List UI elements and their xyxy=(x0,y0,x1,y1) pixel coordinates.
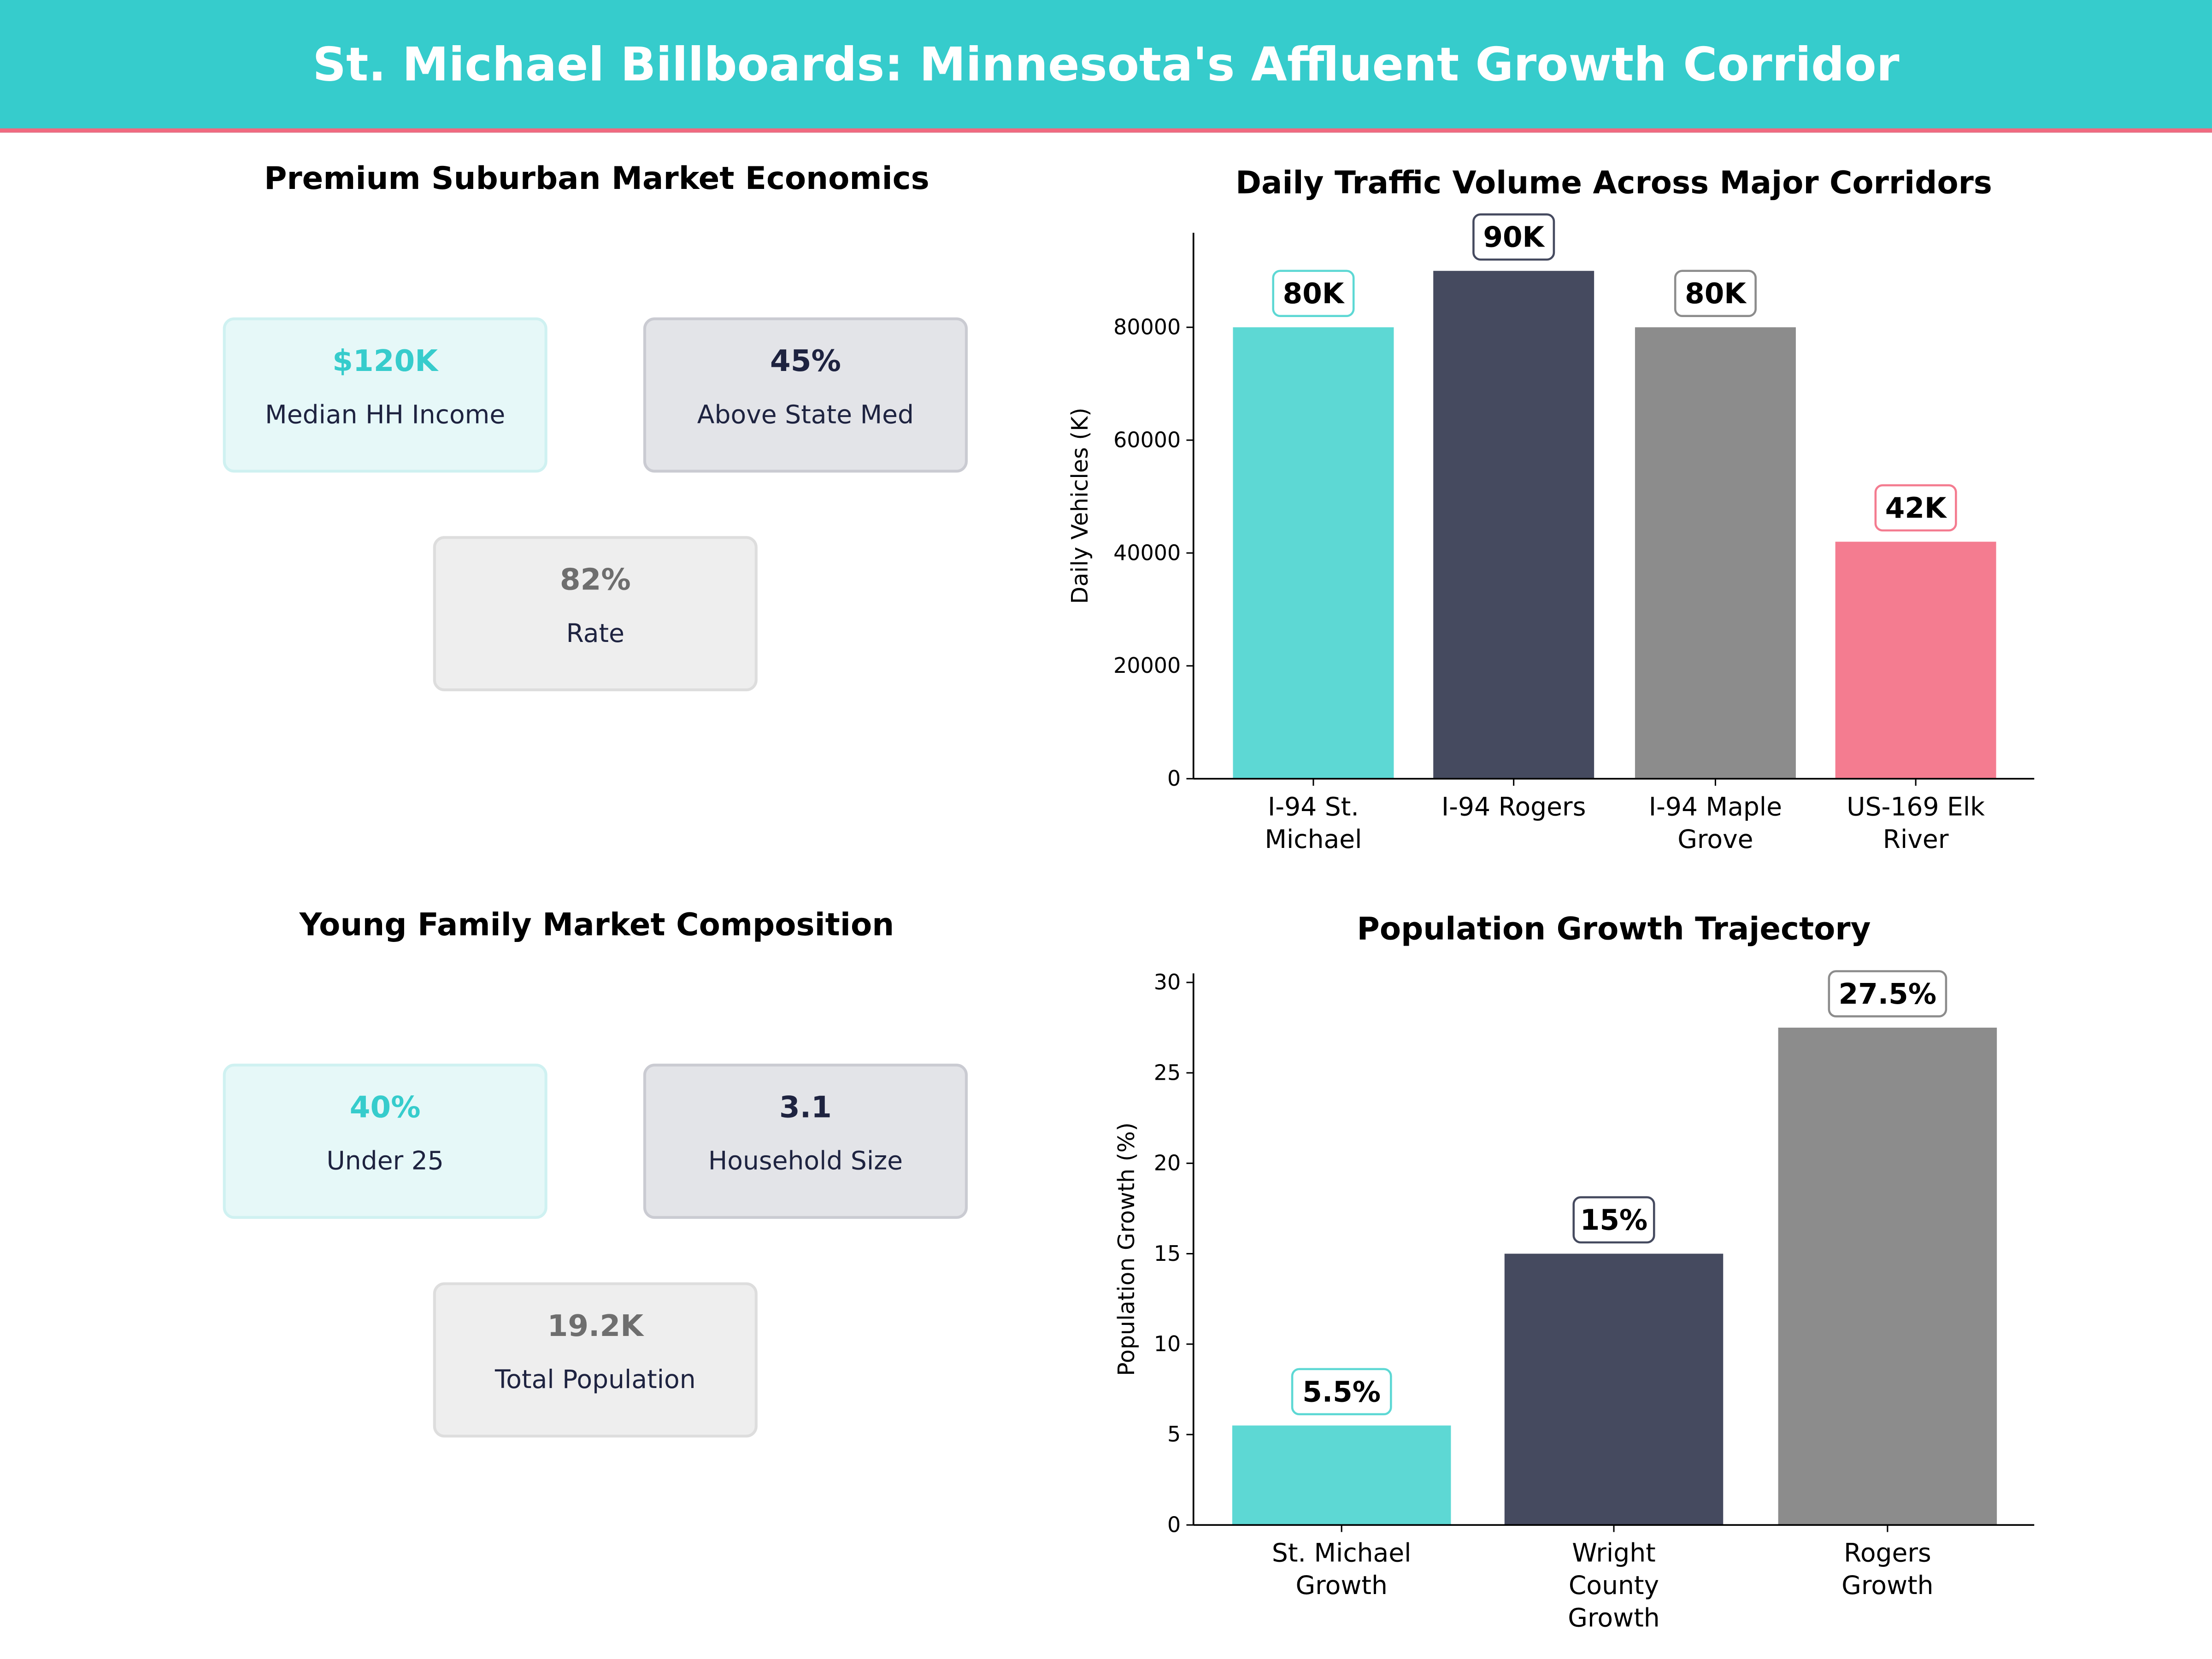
x-tick-label: I-94 Maple xyxy=(1649,792,1782,821)
bar xyxy=(1233,327,1394,779)
kpi-label: Median HH Income xyxy=(265,400,506,430)
y-tick-label: 30 xyxy=(1154,970,1181,994)
data-label-box xyxy=(1572,1196,1655,1244)
family-title: Young Family Market Composition xyxy=(299,908,894,944)
y-tick-label: 25 xyxy=(1154,1060,1181,1085)
y-tick-label: 10 xyxy=(1154,1331,1181,1356)
data-label: 90K xyxy=(1483,221,1545,254)
kpi-value: $120K xyxy=(332,344,438,378)
x-tick-label: St. Michael xyxy=(1272,1538,1412,1568)
kpi-card-under-25: 40% Under 25 xyxy=(223,1064,547,1219)
x-tick-label: River xyxy=(1883,824,1949,854)
y-tick-label: 15 xyxy=(1154,1241,1181,1266)
data-label-box xyxy=(1472,213,1555,261)
data-label: 42K xyxy=(1885,492,1947,524)
kpi-value: 19.2K xyxy=(547,1309,644,1343)
x-tick-label: I-94 St. xyxy=(1268,792,1359,821)
kpi-label: Rate xyxy=(566,619,625,649)
data-label: 27.5% xyxy=(1839,978,1936,1011)
bar xyxy=(1504,1253,1724,1525)
chart-title: Population Growth Trajectory xyxy=(1357,911,1871,947)
chart-2: Population Growth Trajectory Population G… xyxy=(1113,911,2035,1633)
bar xyxy=(1835,541,1996,779)
kpi-card-rate: 82% Rate xyxy=(433,536,758,691)
economics-title: Premium Suburban Market Economics xyxy=(264,162,930,198)
kpi-value: 45% xyxy=(770,344,841,378)
data-label-box xyxy=(1674,270,1757,318)
bar xyxy=(1433,271,1594,779)
kpi-value: 3.1 xyxy=(779,1090,832,1124)
data-label-box xyxy=(1874,484,1957,532)
y-tick-label: 20000 xyxy=(1113,653,1181,678)
kpi-card-total-population: 19.2K Total Population xyxy=(433,1282,758,1438)
chart-1: Daily Traffic Volume Across Major Corrid… xyxy=(1067,164,2035,854)
data-label-box xyxy=(1272,270,1355,318)
data-label-box xyxy=(1828,970,1947,1018)
y-tick-label: 60000 xyxy=(1113,427,1181,452)
bar xyxy=(1635,327,1796,779)
y-tick-label: 40000 xyxy=(1113,540,1181,565)
y-tick-label: 20 xyxy=(1154,1151,1181,1176)
y-tick-label: 0 xyxy=(1167,1512,1181,1537)
x-tick-label: Growth xyxy=(1841,1571,1933,1600)
data-label: 80K xyxy=(1283,277,1345,310)
bar xyxy=(1232,1425,1451,1525)
x-tick-label: Michael xyxy=(1265,824,1362,854)
data-label: 80K xyxy=(1685,277,1747,310)
chart-title: Daily Traffic Volume Across Major Corrid… xyxy=(1235,164,1992,200)
x-tick-label: I-94 Rogers xyxy=(1441,792,1586,821)
x-tick-label: US-169 Elk xyxy=(1847,792,1985,821)
kpi-value: 40% xyxy=(349,1090,421,1124)
kpi-card-above-state: 45% Above State Med xyxy=(643,317,968,473)
kpi-label: Total Population xyxy=(494,1365,696,1395)
y-axis-label: Daily Vehicles (K) xyxy=(1067,407,1093,604)
kpi-card-household-size: 3.1 Household Size xyxy=(643,1064,968,1219)
x-tick-label: Rogers xyxy=(1844,1538,1931,1568)
page-title: St. Michael Billboards: Minnesota's Affl… xyxy=(312,36,1900,92)
x-tick-label: Grove xyxy=(1677,824,1753,854)
bar xyxy=(1778,1027,1997,1525)
kpi-card-median-income: $120K Median HH Income xyxy=(223,317,547,473)
data-label-box xyxy=(1291,1368,1392,1416)
kpi-value: 82% xyxy=(559,563,631,597)
y-tick-label: 80000 xyxy=(1113,315,1181,340)
data-label: 15% xyxy=(1580,1204,1648,1236)
kpi-label: Above State Med xyxy=(697,400,914,430)
data-label: 5.5% xyxy=(1302,1376,1381,1408)
header-banner: St. Michael Billboards: Minnesota's Affl… xyxy=(0,0,2212,133)
y-tick-label: 5 xyxy=(1167,1422,1181,1447)
y-tick-label: 0 xyxy=(1167,766,1181,791)
x-tick-label: Wright xyxy=(1572,1538,1655,1568)
kpi-label: Household Size xyxy=(708,1147,903,1177)
x-tick-label: Growth xyxy=(1295,1571,1387,1600)
y-axis-label: Population Growth (%) xyxy=(1113,1122,1140,1376)
kpi-label: Under 25 xyxy=(326,1147,444,1177)
x-tick-label: County xyxy=(1569,1571,1659,1600)
x-tick-label: Growth xyxy=(1568,1603,1659,1633)
